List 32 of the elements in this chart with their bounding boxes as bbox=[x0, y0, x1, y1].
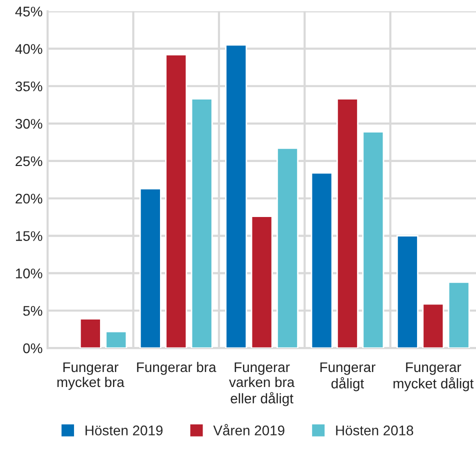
bar bbox=[190, 98, 213, 348]
bar bbox=[362, 131, 384, 348]
x-tick-label: Fungerar mycket bra bbox=[57, 362, 124, 390]
y-tick-label: 25% bbox=[16, 156, 42, 166]
y-tick-label: 10% bbox=[16, 268, 42, 278]
bar bbox=[422, 303, 444, 348]
y-tick-label: 45% bbox=[15, 6, 42, 16]
x-tick-label: Fungerar varken bra eller dåligt bbox=[229, 362, 295, 406]
legend-label: Våren 2019 bbox=[213, 424, 284, 436]
bar bbox=[225, 44, 248, 348]
bar bbox=[310, 172, 333, 348]
y-tick-label: 35% bbox=[15, 81, 42, 92]
bar bbox=[165, 54, 188, 348]
bar bbox=[79, 318, 102, 348]
legend-label: Hösten 2018 bbox=[336, 426, 414, 436]
y-tick-label: 40% bbox=[15, 44, 42, 54]
x-tick-label: Fungerar dåligt bbox=[320, 362, 376, 392]
bar bbox=[105, 330, 128, 348]
y-tick-label: 30% bbox=[15, 118, 42, 129]
y-tick-label: 5% bbox=[23, 306, 42, 316]
bar bbox=[396, 235, 418, 348]
legend-label: Hösten 2019 bbox=[86, 426, 163, 436]
bar bbox=[336, 98, 358, 348]
y-tick-label: 15% bbox=[16, 231, 42, 241]
y-tick-label: 20% bbox=[16, 194, 42, 204]
bar bbox=[448, 281, 470, 348]
x-tick-label: Fungerar bra bbox=[137, 362, 216, 375]
bar bbox=[139, 188, 162, 348]
x-tick-label: Fungerar mycket dåligt bbox=[394, 362, 474, 392]
bar bbox=[250, 216, 273, 348]
bar bbox=[276, 148, 298, 348]
y-tick-label: 0% bbox=[23, 343, 42, 354]
